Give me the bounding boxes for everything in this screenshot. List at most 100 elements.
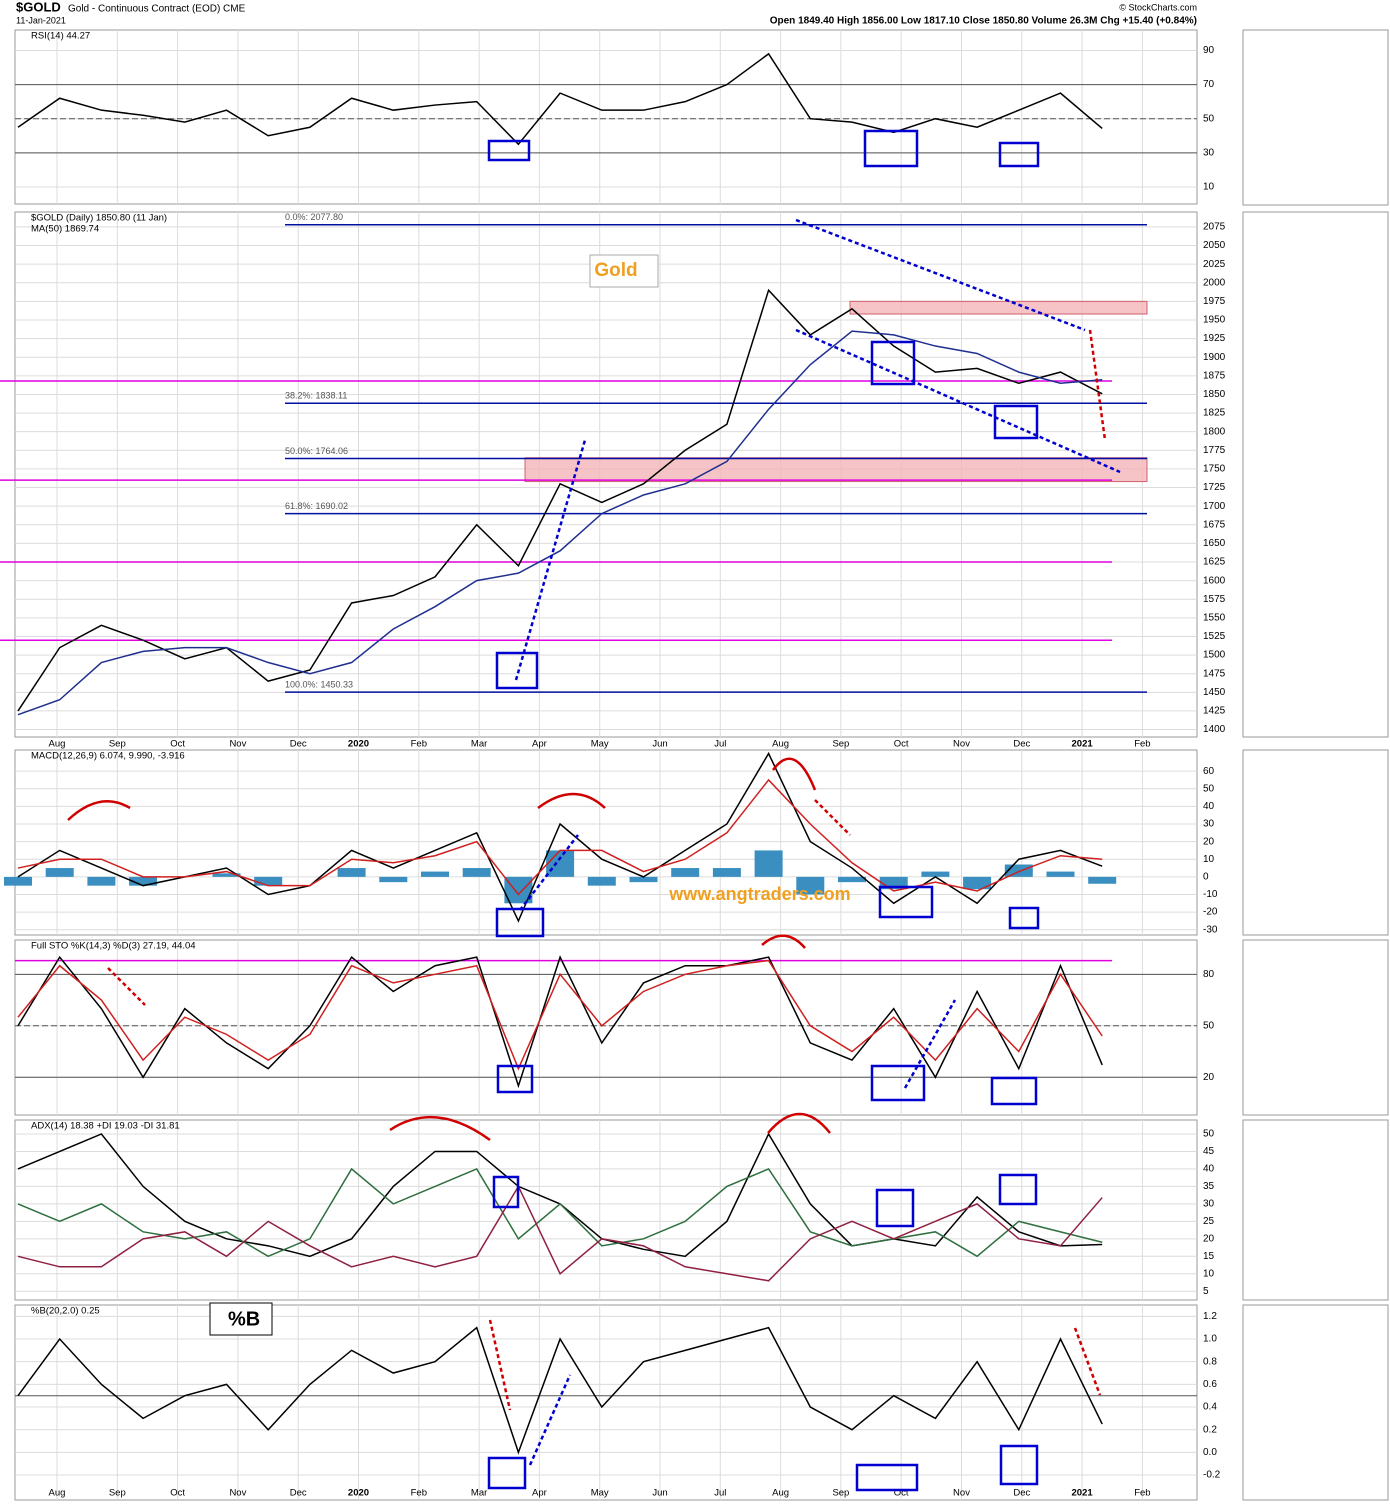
y-tick-label: 1850 [1203,389,1226,400]
x-tick-label: Aug [49,739,66,750]
y-tick-label: 1750 [1203,464,1226,475]
y-tick-label: 50 [1203,1020,1215,1031]
box [990,1076,1038,1106]
arc [761,934,806,949]
arrow [1088,329,1107,441]
x-tick-label: Sep [109,1488,126,1499]
description: Gold - Continuous Contract (EOD) CME [68,4,246,15]
y-tick-label: 1600 [1203,575,1226,586]
fib-label: 0.0%: 2077.80 [285,212,343,222]
trend-line [795,328,1121,474]
arrow [1073,1327,1102,1396]
x-tick-label: Nov [229,1488,246,1499]
x-tick-label: Mar [471,1488,487,1499]
series-line [17,959,1103,1071]
y-tick-label: 0.6 [1203,1379,1217,1390]
y-tick-label: 30 [1203,1199,1215,1210]
y-tick-label: 1975 [1203,296,1226,307]
y-tick-label: 30 [1203,819,1215,830]
y-tick-label: 1550 [1203,612,1226,623]
hist-bar [4,876,32,886]
trend-line [795,218,1086,332]
x-tick-label: Feb [1134,739,1150,750]
y-tick-label: 1625 [1203,557,1226,568]
quote: Open 1849.40 High 1856.00 Low 1817.10 Cl… [770,16,1197,27]
x-tick-label: Nov [229,739,246,750]
arrow [519,834,579,911]
y-tick-label: 20 [1203,836,1215,847]
panel-title: ADX(14) 18.38 +DI 19.03 -DI 31.81 [31,1121,180,1132]
mini-panel [1242,211,1389,738]
panel-title: $GOLD (Daily) 1850.80 (11 Jan) [31,213,167,224]
mini-panel [1242,1119,1389,1301]
arrow [107,967,146,1006]
x-tick-label: Sep [832,1488,849,1499]
hist-bar [421,871,449,877]
arc [771,757,817,791]
arrow [814,799,851,836]
hist-bar [754,850,783,877]
zone [849,300,1148,315]
y-tick-label: 1.0 [1203,1334,1217,1345]
box [875,1188,915,1228]
series-line [17,1184,1103,1282]
gold-box [589,254,659,288]
box [878,885,934,919]
x-tick-label: May [591,739,609,750]
hist-bar [1004,864,1033,877]
series-line [17,288,1103,712]
zone [524,457,1148,483]
x-tick-label: Mar [471,739,487,750]
hist-bar [1046,871,1075,877]
symbol: $GOLD [16,0,61,14]
series-line [17,1326,1103,1455]
x-tick-label: Feb [411,1488,427,1499]
y-tick-label: -10 [1203,889,1218,900]
panel-frame [14,29,1198,205]
panel-frame [14,1304,1198,1501]
y-tick-label: -0.2 [1203,1470,1221,1481]
x-tick-label: Oct [170,1488,185,1499]
series-line [17,1167,1103,1258]
y-tick-label: 25 [1203,1216,1215,1227]
arc [67,800,131,821]
x-tick-label: 2020 [348,1488,369,1499]
box [492,1175,520,1209]
mini-panel [1242,939,1389,1116]
pctb-box [209,1302,273,1336]
arc [389,1115,491,1142]
y-tick-label: 10 [1203,1268,1215,1279]
hist-bar [921,871,950,877]
hist-bar [462,868,491,877]
y-tick-label: 1775 [1203,445,1226,456]
series-line [17,778,1103,896]
box [870,1064,926,1102]
hist-bar [963,876,992,890]
y-tick-label: 1400 [1203,724,1226,735]
y-tick-label: 1925 [1203,333,1226,344]
box [870,340,916,386]
panel-frame [14,211,1198,738]
box [496,1064,534,1094]
panel-title: Full STO %K(14,3) %D(3) 27.19, 44.04 [31,941,196,952]
y-tick-label: 50 [1203,1129,1215,1140]
y-tick-label: 2025 [1203,259,1226,270]
box [998,141,1040,168]
box [855,1463,919,1492]
x-tick-label: Apr [532,1488,547,1499]
y-tick-label: 1650 [1203,538,1226,549]
x-tick-label: Jun [652,1488,667,1499]
y-tick-label: -30 [1203,924,1218,935]
y-tick-label: 1.2 [1203,1311,1217,1322]
hist-bar [587,876,616,886]
x-tick-label: Jul [714,1488,726,1499]
box [863,129,919,168]
mini-panel [1242,29,1389,206]
right-panels [1242,29,1389,1501]
y-tick-label: 1575 [1203,594,1226,605]
y-tick-label: 0 [1203,871,1209,882]
y-tick-label: 0.4 [1203,1402,1217,1413]
box [487,139,531,162]
source: © StockCharts.com [1119,2,1197,12]
